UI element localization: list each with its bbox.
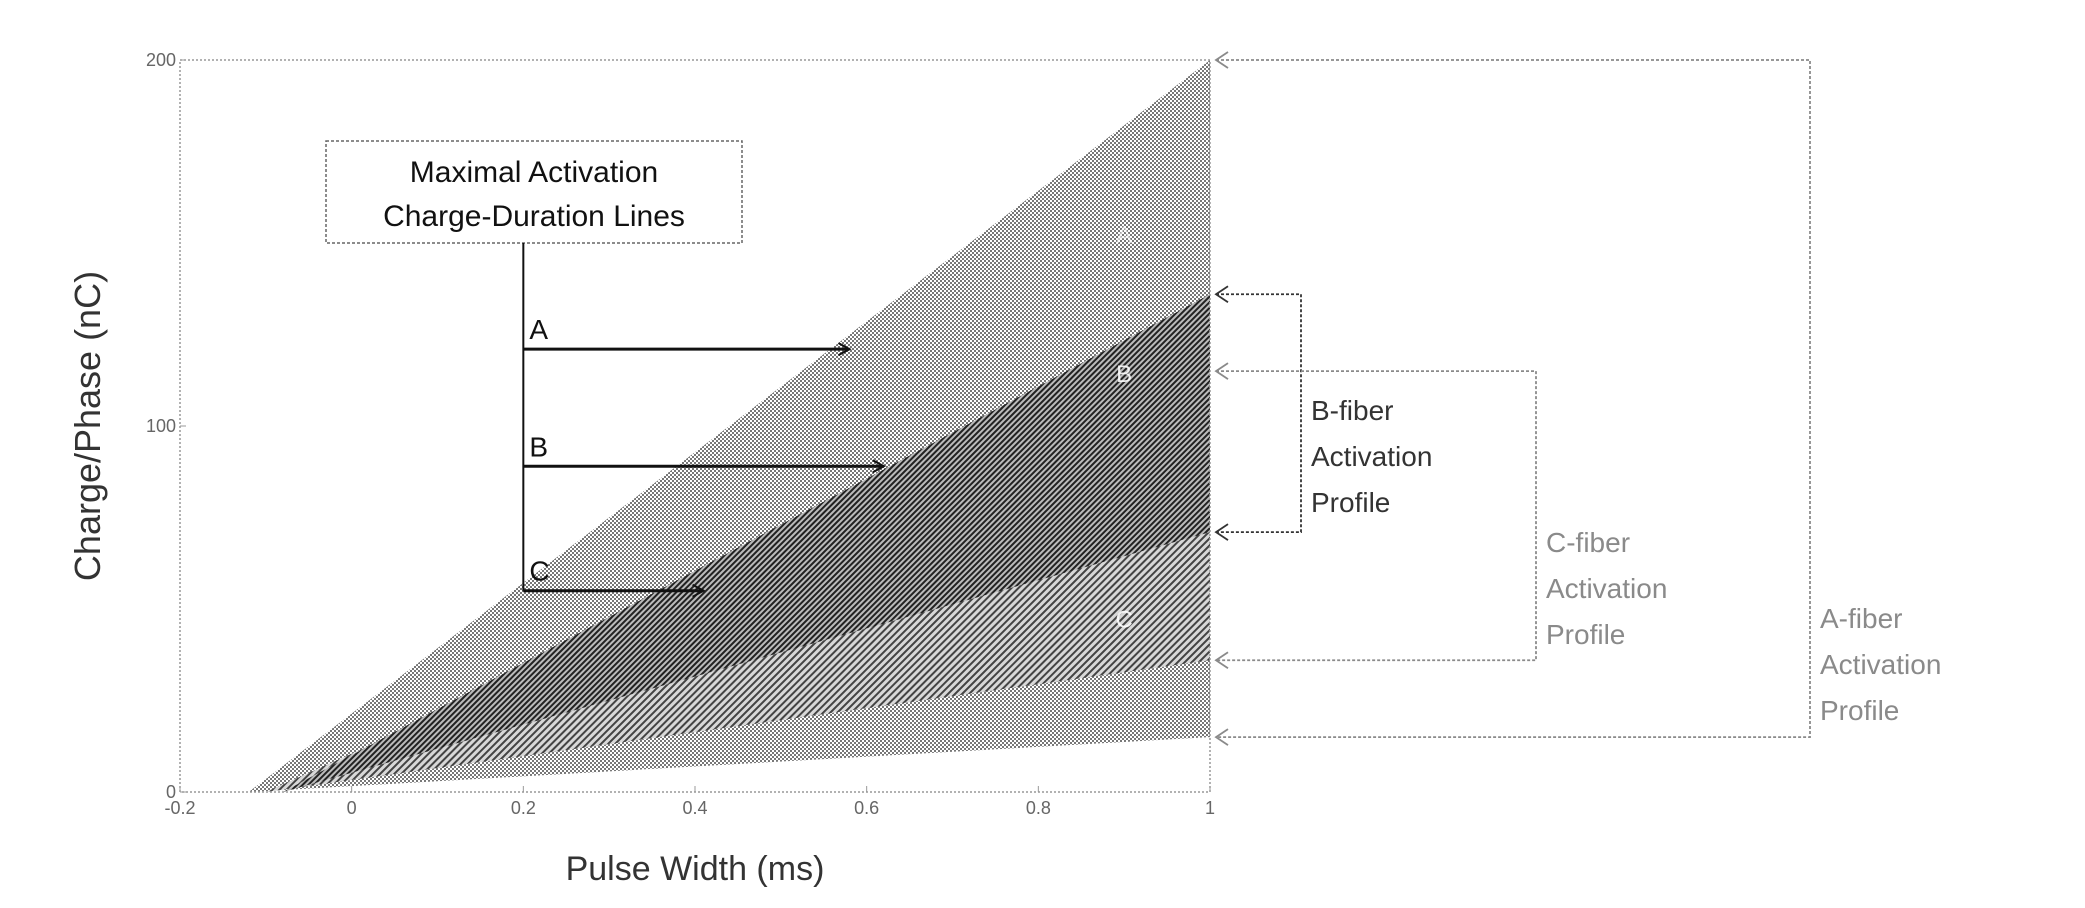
bracket-label-c-fiber: Activation bbox=[1546, 573, 1667, 604]
x-tick-label: 0.2 bbox=[511, 798, 536, 818]
bracket-b-fiber bbox=[1216, 294, 1301, 532]
x-tick-label: 0 bbox=[347, 798, 357, 818]
bracket-label-a-fiber: Profile bbox=[1820, 695, 1899, 726]
x-axis-label: Pulse Width (ms) bbox=[566, 850, 825, 888]
bracket-arrowhead bbox=[1216, 729, 1228, 745]
bracket-label-b-fiber: B-fiber bbox=[1311, 395, 1393, 426]
bracket-label-b-fiber: Profile bbox=[1311, 487, 1390, 518]
bracket-label-a-fiber: Activation bbox=[1820, 649, 1941, 680]
x-tick-label: 0.6 bbox=[854, 798, 879, 818]
annotation-line-2: Charge-Duration Lines bbox=[383, 200, 685, 233]
bracket-label-c-fiber: C-fiber bbox=[1546, 527, 1630, 558]
bracket-label-c-fiber: Profile bbox=[1546, 619, 1625, 650]
region-label-b: B bbox=[1116, 361, 1132, 388]
x-tick-label: 0.4 bbox=[682, 798, 707, 818]
region-label-c: C bbox=[1115, 606, 1132, 633]
arrow-label-a: A bbox=[529, 314, 548, 345]
fiber-brackets: A-fiber Activation Profile B-fiber Activatio… bbox=[1216, 52, 1941, 745]
x-tick-label: 1 bbox=[1205, 798, 1215, 818]
y-tick-label: 100 bbox=[146, 416, 176, 436]
x-axis-ticks: -0.200.20.40.60.81 bbox=[164, 786, 1215, 818]
annotation-box: Maximal Activation Charge-Duration Lines bbox=[326, 141, 742, 243]
arrow-label-c: C bbox=[529, 556, 549, 587]
y-tick-label: 200 bbox=[146, 50, 176, 70]
bracket-label-b-fiber: Activation bbox=[1311, 441, 1432, 472]
x-tick-label: 0.8 bbox=[1026, 798, 1051, 818]
region-label-a: A bbox=[1116, 222, 1132, 249]
bracket-a-fiber bbox=[1216, 60, 1810, 737]
annotation-line-1: Maximal Activation bbox=[410, 156, 658, 189]
y-axis-label: Charge/Phase (nC) bbox=[67, 271, 108, 581]
bracket-label-a-fiber: A-fiber bbox=[1820, 603, 1902, 634]
y-tick-label: 0 bbox=[166, 782, 176, 802]
arrow-label-b: B bbox=[529, 431, 548, 462]
